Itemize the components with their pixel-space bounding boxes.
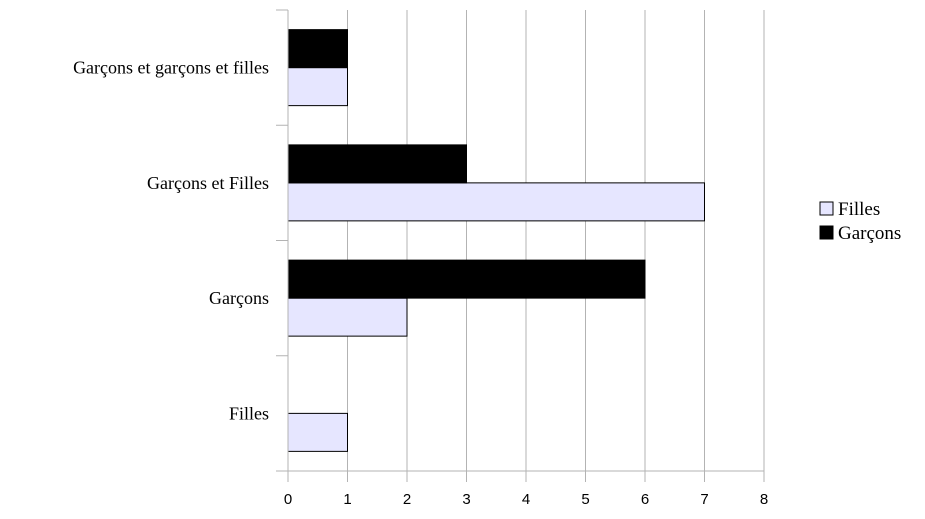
bar-gar-ons-2 — [287, 144, 467, 184]
x-tick-label-7: 7 — [700, 491, 708, 508]
x-tick-label-8: 8 — [760, 491, 768, 508]
x-tick-label-1: 1 — [343, 491, 351, 508]
category-labels: Filles Garçons Garçons et Filles Garçons et… — [73, 58, 269, 424]
bar-filles-2 — [287, 182, 705, 222]
legend-swatch-filles — [819, 201, 834, 216]
legend-label-gar-ons: Garçons — [838, 223, 901, 244]
x-tick-label-5: 5 — [581, 491, 589, 508]
axes — [276, 9, 764, 472]
category-label-1: Garçons — [209, 288, 269, 308]
tick-labels: 0 1 2 3 4 5 6 7 8 — [284, 471, 768, 508]
x-tick-label-4: 4 — [522, 491, 530, 508]
bar-gar-ons-1 — [287, 259, 646, 299]
legend: Filles Garçons — [819, 199, 901, 244]
x-tick-label-3: 3 — [462, 491, 470, 508]
grid-lines — [347, 10, 765, 471]
bars — [287, 29, 705, 452]
category-label-0: Filles — [229, 403, 269, 423]
x-tick-label-2: 2 — [403, 491, 411, 508]
category-label-3: Garçons et garçons et filles — [73, 58, 269, 78]
x-tick-label-0: 0 — [284, 491, 292, 508]
bar-filles-3 — [287, 67, 348, 107]
legend-label-filles: Filles — [838, 199, 880, 220]
x-tick-label-6: 6 — [641, 491, 649, 508]
legend-swatch-gar-ons — [819, 225, 834, 240]
bar-filles-1 — [287, 297, 408, 337]
bar-filles-0 — [287, 412, 348, 452]
category-label-2: Garçons et Filles — [147, 173, 269, 193]
bar-gar-ons-3 — [287, 29, 348, 69]
